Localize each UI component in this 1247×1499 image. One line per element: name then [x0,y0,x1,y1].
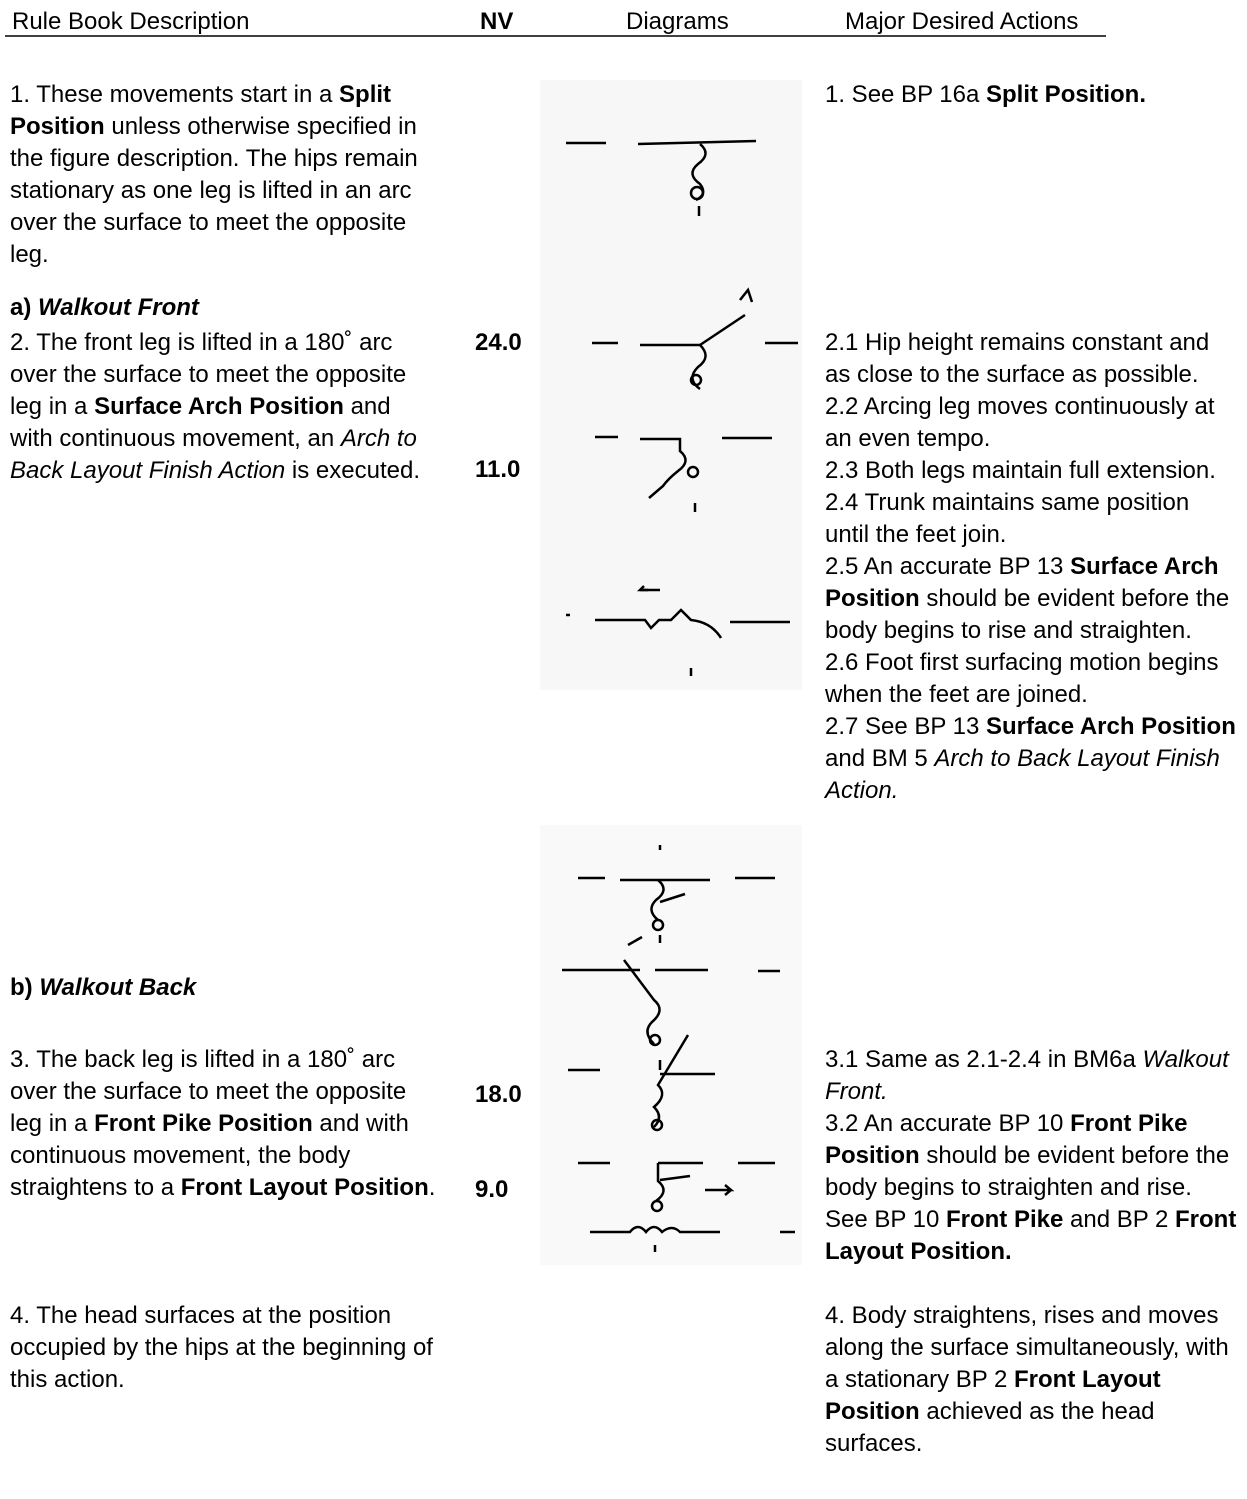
text-run: 3.2 An accurate BP 10 [825,1110,1071,1137]
text-run: and with continuous movement, the body s… [10,1110,409,1201]
text-run: 4. The head surfaces at the position occ… [10,1302,433,1393]
text-run: . [428,1174,436,1201]
text-run: unless otherwise specified in the figure… [10,113,418,268]
diagram-bg [540,825,802,1265]
text-run: 3. The back leg is lifted in a 180˚ arc … [10,1046,407,1137]
text-run: Split Position. [986,81,1147,108]
text-run: Arch to Back Layout Finish Action. [825,745,1220,804]
action: 3.1 Same as 2.1-2.4 in BM6a Walkout Fron… [825,1044,1239,1108]
text-run: 2.1 Hip height remains constant and as c… [825,329,1210,388]
text-run: b) [10,974,40,1001]
text-run: 1. See BP 16a [825,81,987,108]
action: 2.6 Foot first surfacing motion begins w… [825,647,1239,711]
action-group: 3.1 Same as 2.1-2.4 in BM6a Walkout Fron… [825,1044,1239,1268]
action-group: 1. See BP 16a Split Position. [825,79,1239,111]
diagram-bg [540,80,802,690]
text-run: Front Pike Position [94,1110,313,1137]
text-run: Front Layout Position. [825,1206,1237,1265]
text-run: achieved as the head surfaces. [825,1398,1155,1457]
text-run: and BM 5 [825,745,935,772]
description: 4. The head surfaces at the position occ… [10,1300,438,1396]
action: 2.2 Arcing leg moves continuously at an … [825,391,1239,455]
action-group: 4. Body straightens, rises and moves alo… [825,1300,1239,1460]
action: 2.4 Trunk maintains same position until … [825,487,1239,551]
text-run: 2.3 Both legs maintain full extension. [825,457,1216,484]
action: 2.5 An accurate BP 13 Surface Arch Posit… [825,551,1239,647]
text-run: Walkout Front. [825,1046,1229,1105]
text-run: should be evident before the body begins… [825,1142,1230,1233]
action: 2.7 See BP 13 Surface Arch Position and … [825,711,1239,807]
text-run: should be evident before the body begins… [825,585,1230,644]
action: 4. Body straightens, rises and moves alo… [825,1300,1239,1460]
column-header: Diagrams [626,8,729,35]
text-run: and BP 2 [1063,1206,1175,1233]
text-run: 3.1 Same as 2.1-2.4 in BM6a [825,1046,1143,1073]
text-run: Front Pike [945,1206,1064,1233]
text-run: 2.4 Trunk maintains same position until … [825,489,1190,548]
action: 1. See BP 16a Split Position. [825,79,1239,111]
column-header: Major Desired Actions [845,8,1079,35]
text-run: Surface Arch Position [94,393,344,420]
nv-value: 9.0 [475,1176,509,1203]
text-run: Front Layout Position [180,1174,429,1201]
text-run: Walkout Front [38,294,199,321]
text-run: is executed. [285,457,420,484]
text-run: 1. These movements start in a [10,81,340,108]
text-run: Surface Arch Position [825,553,1219,612]
action: 3.2 An accurate BP 10 Front Pike Positio… [825,1108,1239,1268]
text-run: and with continuous movement, an [10,393,391,452]
action: 2.3 Both legs maintain full extension. [825,455,1239,487]
figure-sketches [562,139,798,1252]
text-run: Front Pike Position [825,1110,1188,1169]
text-run: a) [10,294,39,321]
section-heading: a) Walkout Front [10,292,438,324]
text-run: Surface Arch Position [986,713,1236,740]
text-run: 2.6 Foot first surfacing motion begins w… [825,649,1219,708]
description: 1. These movements start in a Split Posi… [10,79,438,271]
text-run: Front Layout Position [825,1366,1161,1425]
text-run: Arch to Back Layout Finish Action [10,425,417,484]
text-run: Walkout Back [39,974,197,1001]
section-heading: b) Walkout Back [10,972,438,1004]
column-header: NV [480,8,514,35]
nv-value: 24.0 [475,329,522,356]
text-run: 2.5 An accurate BP 13 [825,553,1071,580]
text-run: 2.7 See BP 13 [825,713,987,740]
column-header: Rule Book Description [12,8,250,35]
nv-value: 18.0 [475,1081,522,1108]
text-run: 2.2 Arcing leg moves continuously at an … [825,393,1215,452]
text-run: Split Position [10,81,392,140]
action-group: 2.1 Hip height remains constant and as c… [825,327,1239,807]
description: 2. The front leg is lifted in a 180˚ arc… [10,327,438,487]
description: 3. The back leg is lifted in a 180˚ arc … [10,1044,438,1204]
text-run: 2. The front leg is lifted in a 180˚ arc… [10,329,407,420]
text-run: 4. Body straightens, rises and moves alo… [825,1302,1229,1393]
nv-value: 11.0 [475,456,521,483]
action: 2.1 Hip height remains constant and as c… [825,327,1239,391]
